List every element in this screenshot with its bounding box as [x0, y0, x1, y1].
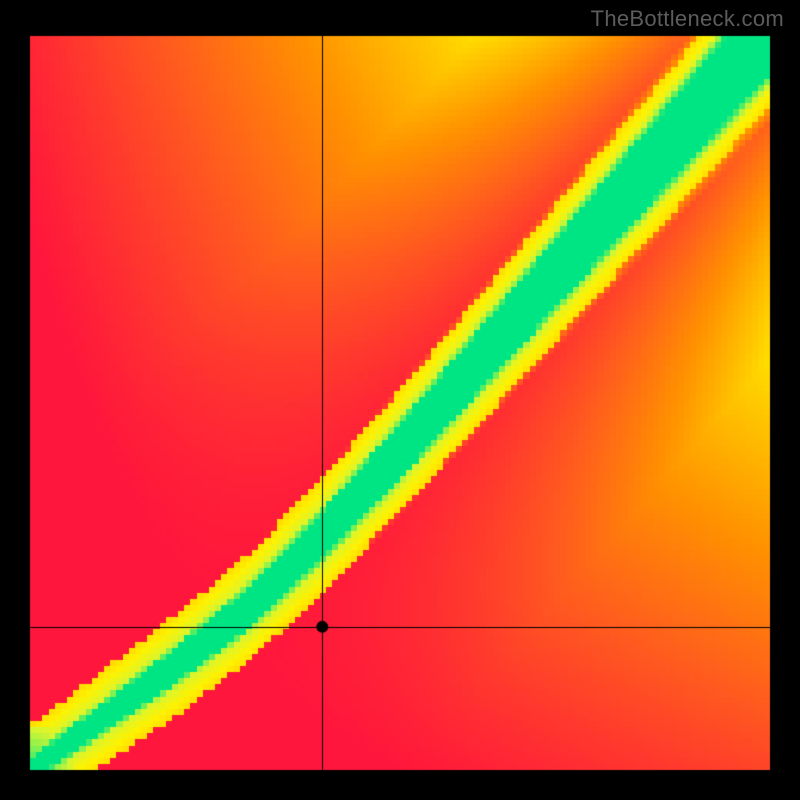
watermark-text: TheBottleneck.com	[591, 6, 784, 32]
bottleneck-heatmap	[0, 0, 800, 800]
